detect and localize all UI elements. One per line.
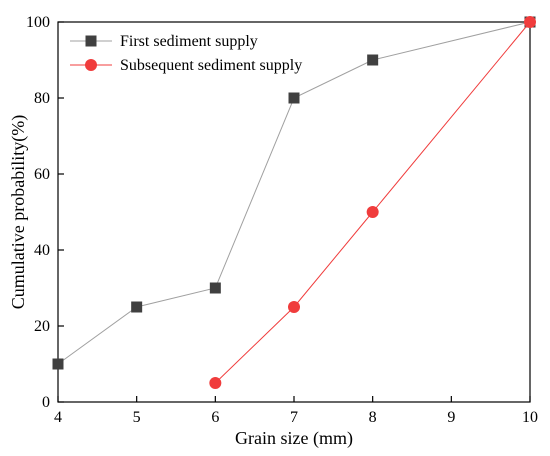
x-axis-title: Grain size (mm) bbox=[235, 428, 353, 449]
data-point bbox=[288, 92, 300, 104]
legend-marker bbox=[85, 35, 97, 47]
data-point bbox=[367, 54, 379, 66]
x-tick-label: 9 bbox=[447, 409, 455, 426]
series-line bbox=[57, 21, 531, 365]
x-tick-label: 10 bbox=[522, 409, 538, 426]
data-point bbox=[366, 206, 379, 218]
series-layer bbox=[52, 16, 536, 389]
legend: First sediment supply Subsequent sediment… bbox=[70, 33, 302, 74]
plot-frame bbox=[57, 21, 531, 403]
x-tick-label: 8 bbox=[369, 409, 377, 426]
legend-marker bbox=[85, 59, 97, 71]
legend-label: Subsequent sediment supply bbox=[120, 57, 302, 74]
y-tick-label: 80 bbox=[34, 90, 50, 107]
x-tick-label: 5 bbox=[133, 409, 141, 426]
y-tick-label: 100 bbox=[26, 14, 50, 31]
y-tick-label: 20 bbox=[34, 318, 50, 335]
y-axis-title: Cumulative probability(%) bbox=[8, 115, 29, 309]
y-tick-label: 40 bbox=[34, 242, 50, 259]
x-tick-label: 4 bbox=[54, 409, 62, 426]
data-point bbox=[52, 358, 64, 370]
x-tick-label: 7 bbox=[290, 409, 298, 426]
series-2 bbox=[209, 16, 536, 389]
y-tick-label: 60 bbox=[34, 166, 50, 183]
y-tick-label: 0 bbox=[42, 394, 50, 411]
data-point bbox=[209, 377, 222, 389]
series-line bbox=[214, 21, 531, 384]
legend-item: First sediment supply bbox=[70, 33, 258, 50]
data-point bbox=[209, 282, 221, 294]
data-point bbox=[524, 16, 536, 28]
legend-label: First sediment supply bbox=[120, 33, 258, 50]
legend-item: Subsequent sediment supply bbox=[70, 57, 302, 74]
data-point bbox=[131, 301, 143, 313]
x-tick-label: 6 bbox=[211, 409, 219, 426]
data-point bbox=[288, 301, 300, 313]
